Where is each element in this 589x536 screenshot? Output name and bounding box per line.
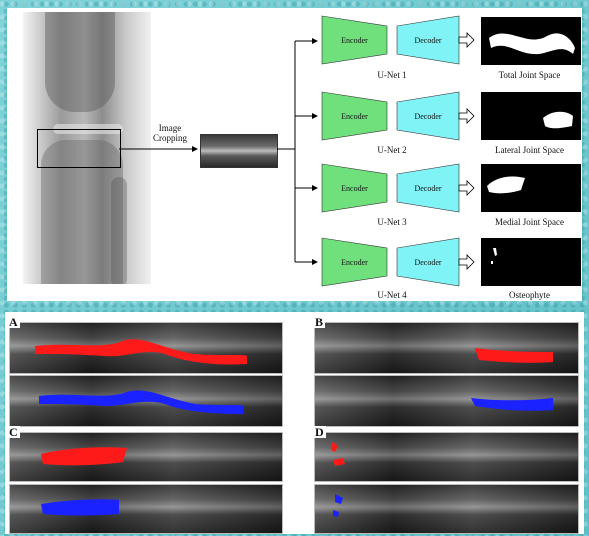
panel-letter-c: C — [7, 425, 20, 439]
unet-1-name: U-Net 1 — [377, 70, 407, 80]
results-panel: A B C D — [5, 312, 584, 534]
decoder-label-4: Decoder — [414, 257, 442, 267]
strip-a-bottom — [9, 375, 283, 427]
strip-b-top — [314, 322, 579, 374]
unet-1-blocks — [321, 15, 460, 65]
unet-2-blocks — [321, 91, 460, 141]
crop-label: Image Cropping — [152, 123, 187, 143]
panel-letter-a: A — [7, 315, 20, 329]
unet-3-blocks — [321, 163, 460, 213]
unet-4-name: U-Net 4 — [377, 290, 407, 300]
mask-d-blue — [333, 494, 343, 517]
encoder-label-1: Encoder — [341, 35, 368, 45]
mask-d-red — [331, 442, 345, 466]
mask-osteophyte — [481, 238, 581, 286]
panel-letter-d: D — [313, 425, 326, 439]
output-total-label: Total Joint Space — [498, 70, 561, 80]
mask-c-red — [41, 447, 127, 466]
encoder-label-4: Encoder — [341, 257, 368, 267]
cropped-image — [200, 134, 278, 168]
encoder-label-2: Encoder — [341, 111, 368, 121]
output-lateral-label: Lateral Joint Space — [495, 145, 564, 155]
pipeline-panel: Image Cropping — [7, 8, 582, 301]
encoder-label-3: Encoder — [341, 183, 368, 193]
output-arrows — [458, 32, 475, 270]
strip-d-top — [314, 432, 579, 482]
mask-a-blue — [39, 390, 243, 414]
output-osteophyte-label: Osteophyte — [509, 290, 550, 300]
decoder-label-1: Decoder — [414, 35, 442, 45]
decoder-label-3: Decoder — [414, 183, 442, 193]
mask-b-red — [475, 348, 553, 363]
output-medial-label: Medial Joint Space — [495, 217, 564, 227]
strip-d-bottom — [314, 484, 579, 534]
unet-2-name: U-Net 2 — [377, 145, 407, 155]
segmentation-overlays — [35, 339, 553, 517]
unet-4-blocks — [321, 237, 460, 287]
decoder-label-2: Decoder — [414, 111, 442, 121]
mask-c-blue — [41, 499, 119, 516]
mask-a-red — [35, 339, 247, 365]
unet-3-name: U-Net 3 — [377, 217, 407, 227]
panel-letter-b: B — [313, 315, 326, 329]
pipeline-arrows — [119, 15, 581, 287]
mask-b-blue — [471, 398, 553, 411]
